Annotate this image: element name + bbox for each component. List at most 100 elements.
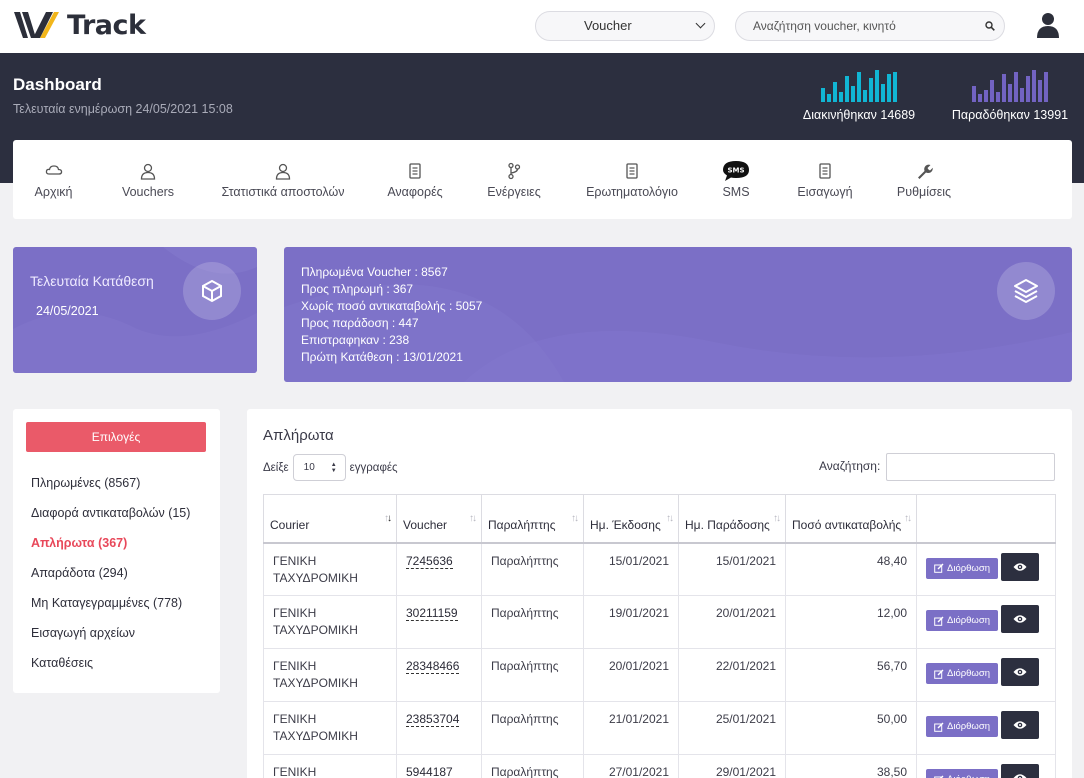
- edit-button[interactable]: Διόρθωση: [926, 610, 998, 631]
- option-undelivered[interactable]: Απαράδοτα (294): [31, 566, 190, 596]
- sms-icon: SMS: [723, 161, 749, 181]
- nav-sms-label: SMS: [722, 185, 750, 199]
- nav-vouchers[interactable]: Vouchers: [108, 140, 188, 219]
- col-issued[interactable]: Ημ. Έκδοσης ↑↓: [583, 494, 679, 544]
- page-size-select[interactable]: 10 ▲ ▼: [292, 454, 346, 481]
- col-delivered[interactable]: Ημ. Παράδοσης ↑↓: [678, 494, 786, 544]
- edit-button-label: Διόρθωση: [947, 615, 990, 626]
- nav-import-label: Εισαγωγή: [797, 185, 853, 199]
- voucher-link[interactable]: 7245636: [406, 553, 453, 569]
- edit-button[interactable]: Διόρθωση: [926, 557, 998, 579]
- sort-icon: ↑↓: [469, 513, 477, 524]
- eye-icon: [1013, 774, 1027, 778]
- col-amount[interactable]: Ποσό αντικαταβολής ↑↓: [785, 494, 917, 544]
- page-title: Dashboard: [13, 75, 102, 94]
- view-button[interactable]: [1001, 711, 1039, 739]
- main-nav: Αρχική Vouchers Στατιστικά αποστολών Ανα…: [13, 140, 1072, 219]
- cell-recipient: Παραλήπτης: [481, 701, 584, 755]
- nav-reports[interactable]: Αναφορές: [380, 140, 450, 219]
- col-actions: [916, 494, 1056, 544]
- option-deposits[interactable]: Καταθέσεις: [31, 656, 190, 686]
- stat-delivered-label: Παραδόθηκαν 13991: [951, 108, 1069, 122]
- cell-issued: 19/01/2021: [583, 595, 679, 649]
- option-paid[interactable]: Πληρωμένες (8567): [31, 476, 190, 506]
- voucher-type-select[interactable]: Voucher: [535, 11, 715, 41]
- cloud-icon: [45, 165, 62, 175]
- last-updated: Τελευταία ενημέρωση 24/05/2021 15:08: [13, 102, 233, 116]
- show-prefix: Δείξε: [263, 461, 289, 474]
- cell-voucher: 28348466: [396, 648, 482, 702]
- option-unregistered[interactable]: Μη Καταγεγραμμένες (778): [31, 596, 190, 626]
- document-icon: [819, 163, 831, 179]
- cell-actions: Διόρθωση: [916, 648, 1056, 702]
- col-voucher[interactable]: Voucher ↑↓: [396, 494, 482, 544]
- options-button[interactable]: Επιλογές: [26, 422, 206, 452]
- col-recipient[interactable]: Παραλήπτης ↑↓: [481, 494, 584, 544]
- logo[interactable]: Track: [13, 8, 146, 42]
- summary-card: Πληρωμένα Voucher : 8567 Προς πληρωμή : …: [284, 247, 1072, 382]
- table-row: ΓΕΝΙΚΗ ΤΑΧΥΔΡΟΜΙΚΗ 30211159 Παραλήπτης 19/0…: [263, 595, 1056, 649]
- sort-icon: ↑↓: [773, 513, 781, 524]
- cell-delivered: 22/01/2021: [678, 648, 786, 702]
- nav-shipping-stats[interactable]: Στατιστικά αποστολών: [218, 140, 348, 219]
- option-file-import[interactable]: Εισαγωγή αρχείων: [31, 626, 190, 656]
- options-panel: Επιλογές Πληρωμένες (8567) Διαφορά αντικ…: [13, 409, 220, 693]
- view-button[interactable]: [1001, 605, 1039, 633]
- nav-questionnaire-label: Ερωτηματολόγιο: [586, 185, 678, 199]
- cell-amount: 48,40: [785, 542, 917, 596]
- branch-icon: [508, 162, 521, 180]
- global-search-input[interactable]: [736, 12, 966, 40]
- nav-home[interactable]: Αρχική: [21, 140, 86, 219]
- edit-button-label: Διόρθωση: [947, 562, 990, 574]
- option-cod-difference[interactable]: Διαφορά αντικαταβολών (15): [31, 506, 190, 536]
- delivered-bars-icon: [950, 70, 1070, 102]
- voucher-link[interactable]: 28348466: [406, 659, 460, 674]
- unpaid-table-card: Απλήρωτα Δείξε 10 ▲ ▼ εγγραφές Αναζήτηση:…: [247, 409, 1072, 778]
- document-icon: [409, 163, 421, 179]
- edit-button-label: Διόρθωση: [947, 721, 990, 732]
- user-icon[interactable]: [1036, 12, 1060, 38]
- edit-button-label: Διόρθωση: [947, 771, 990, 778]
- cell-delivered: 15/01/2021: [678, 542, 786, 596]
- option-unpaid[interactable]: Απλήρωτα (367): [31, 536, 190, 566]
- view-button[interactable]: [1001, 764, 1039, 778]
- option-undelivered-label: Απαράδοτα: [31, 566, 96, 580]
- eye-icon: [1013, 721, 1027, 729]
- logo-text: Track: [67, 9, 146, 41]
- table-search-input[interactable]: [886, 453, 1055, 481]
- col-voucher-label: Voucher: [403, 517, 448, 532]
- view-button[interactable]: [1001, 658, 1039, 686]
- col-recipient-label: Παραλήπτης: [488, 517, 556, 532]
- voucher-link[interactable]: 30211159: [406, 606, 458, 621]
- nav-questionnaire[interactable]: Ερωτηματολόγιο: [582, 140, 682, 219]
- sort-icon: ↑↓: [384, 513, 392, 524]
- summary-to-deliver: Προς παράδοση : 447: [301, 316, 419, 330]
- edit-icon: [934, 669, 944, 679]
- cell-courier: ΓΕΝΙΚΗ ΤΑΧΥΔΡΟΜΙΚΗ: [263, 542, 397, 596]
- col-courier[interactable]: Courier ↑↓: [263, 494, 397, 544]
- cell-voucher: 23853704: [396, 701, 482, 755]
- edit-button[interactable]: Διόρθωση: [926, 663, 998, 684]
- nav-sms[interactable]: SMS SMS: [713, 140, 759, 219]
- col-amount-label: Ποσό αντικαταβολής: [792, 517, 902, 532]
- option-unpaid-count: (367): [98, 536, 128, 550]
- sort-icon: ↑↓: [904, 513, 912, 524]
- cell-actions: Διόρθωση: [916, 701, 1056, 755]
- summary-returned: Επιστραφηκαν : 238: [301, 333, 410, 347]
- cell-delivered: 25/01/2021: [678, 701, 786, 755]
- edit-button[interactable]: Διόρθωση: [926, 769, 998, 778]
- view-button[interactable]: [1001, 552, 1039, 581]
- table-header-row: Courier ↑↓ Voucher ↑↓ Παραλήπτης ↑↓ Ημ. Έκδ…: [263, 494, 1056, 544]
- page-size-value: 10: [303, 462, 315, 473]
- card-wave-decoration: [13, 247, 257, 373]
- voucher-link[interactable]: 5944187: [406, 765, 453, 778]
- option-cod-difference-count: (15): [168, 506, 191, 520]
- cell-voucher: 30211159: [396, 595, 482, 649]
- search-icon[interactable]: [985, 21, 995, 31]
- nav-actions[interactable]: Ενέργειες: [479, 140, 549, 219]
- voucher-link[interactable]: 23853704: [406, 712, 460, 727]
- nav-import[interactable]: Εισαγωγή: [790, 140, 860, 219]
- edit-button[interactable]: Διόρθωση: [926, 716, 998, 737]
- nav-settings[interactable]: Ρυθμίσεις: [889, 140, 959, 219]
- cell-amount: 56,70: [785, 648, 917, 702]
